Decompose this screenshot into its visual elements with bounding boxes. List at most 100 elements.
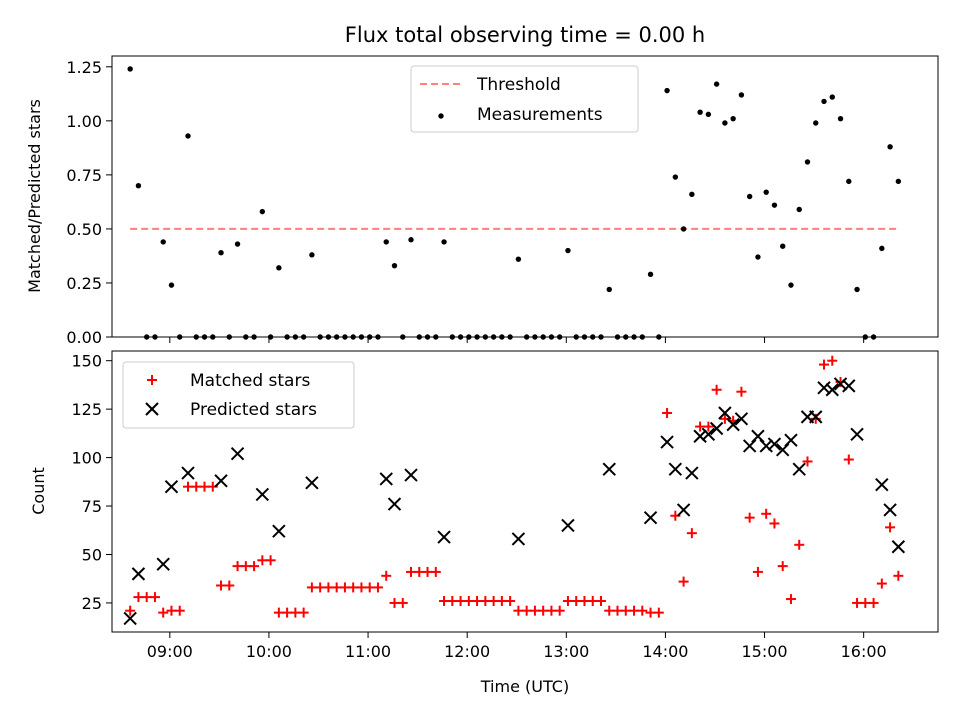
measurement-point (441, 239, 447, 245)
measurement-point (606, 286, 612, 293)
matched-point (158, 607, 169, 618)
matched-point (819, 359, 830, 370)
predicted-point (784, 433, 798, 447)
x-tick: 09:00 (147, 632, 193, 661)
matched-point (637, 605, 648, 616)
measurement-point (746, 193, 753, 200)
y-tick: 25 (82, 594, 112, 613)
y-tick-label: 150 (71, 352, 102, 371)
matched-point (653, 607, 664, 618)
top-y-ticks: 0.00 0.25 0.50 0.75 1.00 1.25 (66, 58, 112, 347)
measurement-point (837, 115, 844, 122)
predicted-point (272, 524, 286, 538)
x-tick: 15:00 (741, 632, 788, 661)
top-x-ticks (169, 337, 865, 343)
predicted-legend-label: Predicted stars (190, 400, 317, 420)
predicted-point (817, 381, 831, 395)
predicted-point (602, 462, 616, 476)
measurement-point (168, 282, 175, 288)
y-tick-label: 125 (71, 400, 102, 419)
predicted-point (561, 518, 575, 533)
matched-point (711, 384, 722, 395)
measurement-point (515, 256, 522, 262)
y-tick-label: 75 (82, 497, 102, 516)
matched-point (769, 518, 780, 529)
predicted-point (181, 466, 195, 480)
predicted-point (833, 377, 848, 391)
measurement-point (854, 286, 860, 293)
measurement-point (672, 174, 679, 180)
y-tick: 1.00 (66, 112, 112, 131)
predicted-point (742, 439, 757, 453)
x-tick-label: 11:00 (345, 642, 391, 661)
matched-point (149, 592, 160, 603)
top-y-axis-label: Matched/Predicted stars (25, 99, 44, 293)
matched-point (397, 597, 408, 608)
measurement-point (135, 182, 142, 189)
measurement-point (887, 144, 893, 150)
x-axis-label: Time (UTC) (480, 677, 569, 696)
y-tick-label: 0.50 (66, 220, 102, 239)
y-tick: 0.00 (66, 328, 112, 347)
measurement-point (730, 115, 736, 122)
matched-point (678, 576, 689, 587)
measurement-point (664, 87, 670, 94)
matched-point (736, 386, 747, 397)
matched-point (876, 578, 887, 589)
matched-legend-swatch (147, 375, 157, 385)
predicted-point (734, 412, 749, 426)
figure-title: Flux total observing time = 0.00 h (345, 23, 705, 47)
top-panel-ratio: 0.00 0.25 0.50 0.75 1.00 1.25 Matched/Predict… (25, 55, 939, 347)
measurement-point (234, 241, 241, 247)
matched-point (885, 522, 896, 533)
measurement-point (895, 178, 902, 185)
predicted-point (668, 462, 683, 476)
predicted-point (437, 530, 451, 544)
y-tick: 100 (71, 449, 112, 468)
matched-point (505, 595, 516, 606)
measurement-point (565, 247, 571, 254)
x-tick: 12:00 (444, 632, 490, 661)
measurement-point (689, 191, 695, 198)
bottom-axes-frame (111, 350, 939, 633)
predicted-point (643, 510, 658, 525)
y-tick: 75 (82, 497, 112, 516)
measurement-point (829, 94, 835, 100)
x-tick-label: 16:00 (841, 642, 887, 661)
measurement-point (391, 262, 398, 269)
predicted-point (776, 443, 790, 457)
y-tick-label: 25 (82, 594, 102, 613)
matched-point (298, 607, 309, 618)
matched-point (430, 566, 441, 577)
measurements-legend-swatch (438, 113, 444, 119)
y-tick: 125 (71, 400, 112, 419)
bottom-x-ticks: 09:00 10:00 11:00 12:00 13:00 14:00 15:00 16:00 (147, 632, 887, 661)
x-tick-label: 15:00 (741, 642, 787, 661)
top-legend-box (410, 65, 639, 133)
matched-point (595, 595, 606, 606)
matched-point (224, 580, 235, 591)
matched-point (868, 597, 879, 608)
x-tick-label: 12:00 (444, 642, 490, 661)
y-tick-label: 0.75 (66, 166, 102, 185)
matched-point (785, 594, 796, 605)
y-tick: 1.25 (66, 58, 112, 77)
predicted-point (842, 379, 856, 393)
predicted-point (156, 557, 170, 571)
matched-point (893, 570, 904, 581)
x-tick-label: 10:00 (246, 642, 292, 661)
predicted-point (767, 437, 782, 451)
y-tick: 0.75 (66, 166, 112, 185)
measurement-point (697, 109, 703, 115)
predicted-point (660, 435, 674, 449)
bottom-plot-area (123, 355, 906, 626)
top-plot-area (127, 66, 902, 340)
x-tick: 14:00 (642, 632, 688, 661)
matched-point (686, 528, 697, 539)
measurement-point (846, 178, 852, 185)
predicted-point (379, 472, 393, 486)
measurement-point (879, 245, 885, 252)
predicted-point (131, 567, 146, 581)
measurement-point (259, 208, 266, 215)
bottom-panel-counts: 25 50 75 100 125 150 09:00 10:00 11:00 12:00 13:0… (29, 350, 939, 696)
